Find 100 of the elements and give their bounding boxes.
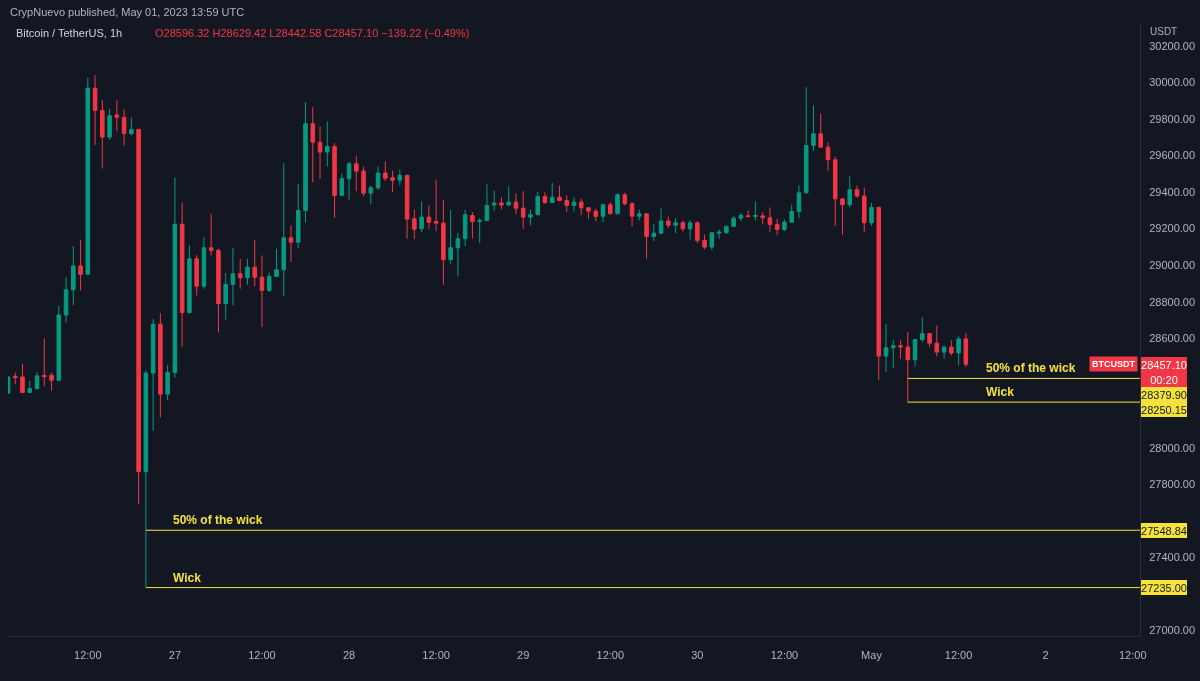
candlestick bbox=[818, 113, 823, 149]
candlestick bbox=[840, 197, 845, 236]
x-tick-label: May bbox=[861, 649, 883, 662]
candlestick bbox=[208, 213, 214, 256]
x-tick-label: 12:00 bbox=[74, 649, 102, 662]
y-tick-label: 29600.00 bbox=[1149, 149, 1196, 162]
data-label: 27235.00 bbox=[1141, 581, 1187, 594]
candlestick bbox=[774, 218, 780, 236]
candlestick bbox=[658, 207, 664, 235]
candlestick bbox=[767, 206, 773, 233]
x-tick-label: 12:00 bbox=[944, 649, 973, 662]
candlestick bbox=[578, 198, 584, 216]
candlestick bbox=[412, 209, 417, 240]
candlestick bbox=[782, 218, 787, 232]
candlestick bbox=[520, 190, 526, 230]
y-tick-label: 28800.00 bbox=[1149, 295, 1196, 308]
candlestick bbox=[891, 339, 896, 369]
candlestick bbox=[876, 206, 882, 381]
candlestick bbox=[129, 116, 134, 136]
candlestick bbox=[477, 217, 482, 244]
annotation: Wick bbox=[986, 385, 1015, 399]
candlestick bbox=[252, 239, 257, 287]
candlestick bbox=[564, 194, 570, 213]
annotation: 50% of the wick bbox=[986, 361, 1076, 375]
candlestick bbox=[455, 232, 461, 277]
candlestick bbox=[49, 372, 54, 392]
candlestick bbox=[419, 200, 424, 233]
data-label: 28379.90 bbox=[1141, 388, 1187, 401]
candlestick bbox=[194, 254, 199, 296]
candlestick bbox=[404, 174, 410, 240]
candlestick bbox=[462, 209, 468, 247]
text: 28457.10 bbox=[1141, 358, 1187, 371]
x-tick-label: 12:00 bbox=[1118, 649, 1147, 662]
candlestick bbox=[709, 231, 715, 251]
candlestick bbox=[651, 223, 657, 242]
candlestick bbox=[354, 155, 359, 192]
candlestick bbox=[187, 244, 192, 315]
candlestick bbox=[883, 323, 889, 373]
candlestick bbox=[861, 187, 867, 233]
candlestick bbox=[927, 332, 932, 348]
candlestick bbox=[745, 210, 751, 218]
candlestick bbox=[557, 184, 562, 202]
candlestick bbox=[317, 125, 323, 180]
candlestick bbox=[600, 203, 606, 223]
candlestick bbox=[629, 201, 635, 227]
candlestick bbox=[535, 191, 540, 216]
candlestick bbox=[666, 215, 671, 229]
candlestick bbox=[695, 220, 700, 244]
candlestick bbox=[854, 184, 860, 199]
candlestick bbox=[78, 239, 83, 291]
candlestick bbox=[266, 271, 272, 293]
candlestick bbox=[615, 192, 620, 215]
candlestick bbox=[274, 248, 279, 278]
candlestick bbox=[27, 380, 33, 394]
y-tick-label: 29000.00 bbox=[1149, 259, 1196, 271]
candlestick bbox=[724, 225, 729, 235]
candlestick bbox=[100, 99, 105, 170]
candlestick bbox=[484, 183, 490, 222]
x-tick-label: 30 bbox=[691, 649, 704, 662]
candlestick bbox=[397, 168, 403, 186]
candlestick bbox=[12, 371, 18, 385]
candlestick bbox=[811, 104, 816, 152]
candlestick bbox=[803, 86, 809, 194]
candlestick bbox=[941, 345, 947, 360]
candlestick bbox=[179, 201, 185, 347]
candlestick bbox=[383, 160, 388, 182]
candlestick bbox=[593, 208, 599, 222]
candlestick bbox=[644, 212, 649, 260]
candlestick bbox=[687, 219, 693, 240]
candlestick bbox=[448, 209, 453, 265]
x-tick-label: 27 bbox=[168, 649, 182, 662]
candlestick bbox=[426, 204, 432, 230]
x-tick-label: 12:00 bbox=[770, 649, 799, 662]
candlestick bbox=[920, 316, 925, 343]
x-tick-label: 12:00 bbox=[248, 649, 276, 662]
candlestick bbox=[789, 204, 794, 224]
y-axis-title: USDT bbox=[1150, 26, 1178, 37]
candlestick bbox=[259, 254, 265, 328]
candlestick bbox=[847, 175, 853, 208]
candlestick bbox=[375, 166, 381, 191]
candlestick bbox=[245, 258, 250, 286]
candlestick bbox=[680, 219, 686, 233]
candlestick bbox=[963, 332, 969, 368]
candlestick bbox=[796, 184, 802, 219]
candlestick bbox=[433, 178, 439, 232]
candlestick bbox=[608, 201, 613, 215]
candlestick bbox=[506, 185, 511, 206]
candlestick bbox=[528, 209, 533, 226]
candlestick bbox=[20, 363, 25, 394]
x-tick-label: 12:00 bbox=[596, 649, 625, 662]
candlestick bbox=[622, 192, 628, 206]
annotation: Wick bbox=[173, 571, 202, 585]
candlestick bbox=[42, 337, 47, 387]
candlestick bbox=[956, 335, 961, 366]
candlestick bbox=[295, 183, 301, 249]
y-tick-label: 28600.00 bbox=[1149, 332, 1196, 345]
candlestick bbox=[281, 162, 287, 297]
annotation: 50% of the wick bbox=[173, 513, 263, 527]
text: CrypNuevo published, May 01, 2023 13:59 UTC bbox=[10, 6, 245, 18]
candlestick bbox=[470, 211, 475, 240]
